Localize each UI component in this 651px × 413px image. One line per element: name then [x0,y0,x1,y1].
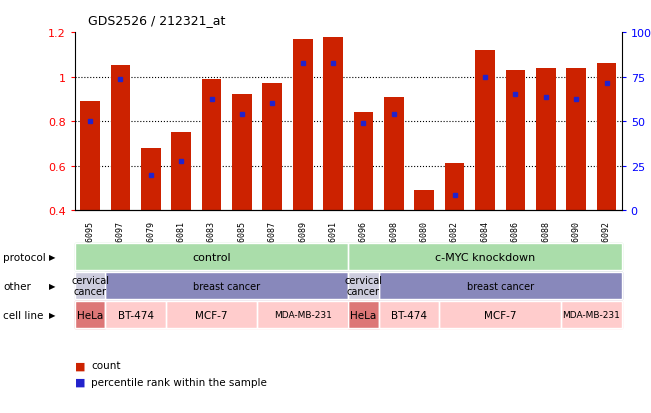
Text: cell line: cell line [3,310,44,320]
Bar [536,69,555,211]
Text: count: count [91,361,120,370]
Bar [566,69,586,211]
Bar [596,64,616,211]
Bar [80,102,100,211]
Text: ▶: ▶ [49,311,55,319]
Bar [414,191,434,211]
Bar [111,66,130,211]
Text: breast cancer: breast cancer [467,281,534,291]
Text: BT-474: BT-474 [391,310,427,320]
Text: percentile rank within the sample: percentile rank within the sample [91,377,267,387]
Text: MDA-MB-231: MDA-MB-231 [274,311,331,319]
Text: cervical
cancer: cervical cancer [344,275,383,297]
Bar [505,71,525,211]
Text: GDS2526 / 212321_at: GDS2526 / 212321_at [88,14,225,27]
Text: BT-474: BT-474 [118,310,154,320]
Text: breast cancer: breast cancer [193,281,260,291]
Bar [202,80,221,211]
Text: MCF-7: MCF-7 [195,310,228,320]
Bar [323,38,343,211]
Bar [445,164,465,211]
Text: protocol: protocol [3,252,46,262]
Bar [475,51,495,211]
Text: HeLa: HeLa [77,310,103,320]
Text: control: control [192,252,231,262]
Bar [171,133,191,211]
Bar [232,95,252,211]
Text: MCF-7: MCF-7 [484,310,516,320]
Text: other: other [3,281,31,291]
Text: ▶: ▶ [49,253,55,261]
Bar [293,40,312,211]
Text: c-MYC knockdown: c-MYC knockdown [435,252,535,262]
Text: ▶: ▶ [49,282,55,290]
Text: ■: ■ [75,361,85,370]
Text: MDA-MB-231: MDA-MB-231 [562,311,620,319]
Text: ■: ■ [75,377,85,387]
Bar [141,148,161,211]
Bar [384,97,404,211]
Bar [353,113,374,211]
Text: HeLa: HeLa [350,310,376,320]
Text: cervical
cancer: cervical cancer [71,275,109,297]
Bar [262,84,283,211]
